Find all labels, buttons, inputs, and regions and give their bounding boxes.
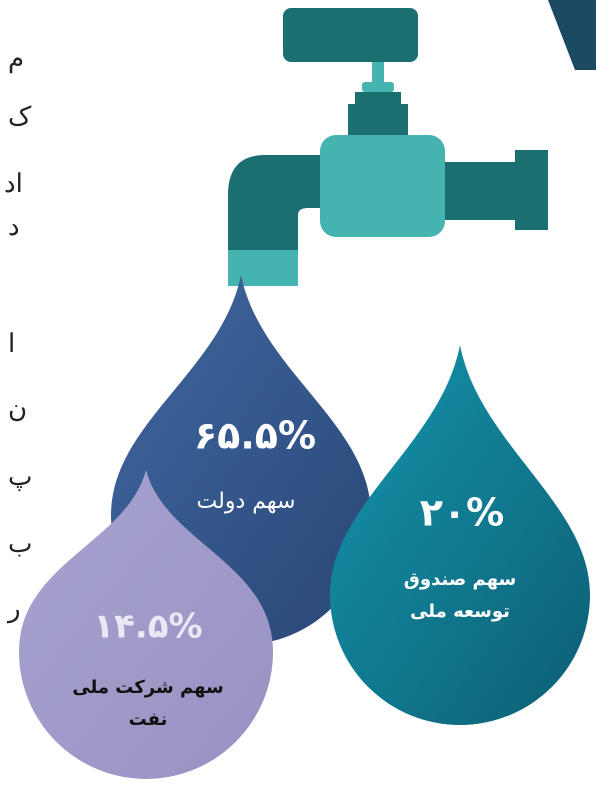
drop-value: ۱۴.۵%: [93, 607, 202, 647]
side-text-line: ا: [8, 329, 15, 359]
drop-label: نفت: [129, 709, 168, 730]
side-text-line: پ: [8, 462, 32, 492]
drop-label: توسعه ملی: [410, 601, 510, 622]
drop-value: ۲۰%: [420, 491, 504, 535]
side-text-line: ر: [6, 594, 21, 624]
drop-label: سهم شرکت ملی: [72, 677, 223, 698]
infographic: مکاددانپبر ۶۵.۵% سهم دولت ۲۰% سهم صندوق …: [0, 0, 596, 807]
corner-shape: [548, 0, 596, 70]
drop-label: سهم دولت: [197, 489, 296, 514]
side-text-line: ک: [8, 102, 32, 132]
side-text-line: ب: [8, 529, 32, 559]
drop-label: سهم صندوق: [404, 569, 516, 590]
side-text-line: م: [8, 44, 24, 74]
side-text-line: اد: [4, 169, 23, 199]
drop: [330, 345, 590, 725]
faucet: [228, 8, 548, 286]
drop-value: ۶۵.۵%: [194, 414, 316, 458]
side-text-line: ن: [8, 394, 27, 424]
side-text-line: د: [8, 212, 20, 242]
side-text: مک اد د ا ن پ ب ر: [4, 44, 32, 624]
